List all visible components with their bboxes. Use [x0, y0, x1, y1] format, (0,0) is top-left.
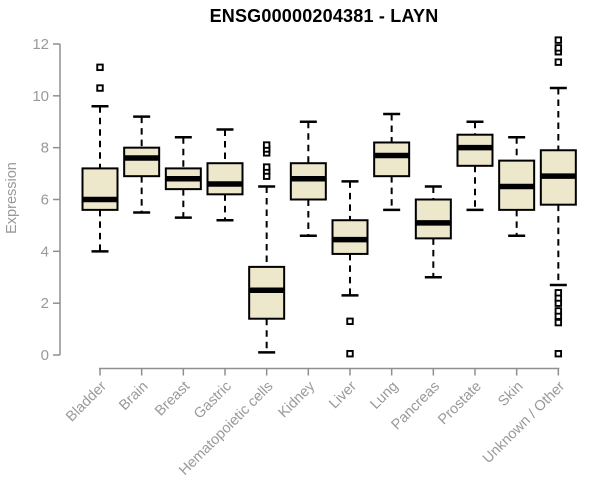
outlier-point — [262, 163, 271, 171]
outlier-point — [554, 289, 563, 297]
x-category-label: Brain — [116, 379, 151, 414]
x-category-label: Kidney — [275, 378, 318, 421]
iqr-box — [206, 162, 244, 196]
x-category-label: Skin — [495, 379, 526, 410]
x-category-label: Breast — [152, 379, 193, 420]
y-tick-label: 0 — [41, 347, 49, 364]
iqr-box — [123, 146, 161, 178]
outlier-point — [554, 58, 563, 66]
y-tick-label: 2 — [41, 295, 49, 312]
x-category-label: Bladder — [63, 378, 110, 425]
outlier-point — [554, 36, 563, 44]
outlier-point — [554, 307, 563, 315]
outlier-point — [262, 141, 271, 149]
x-category-label: Liver — [326, 378, 360, 412]
outlier-point — [96, 63, 104, 72]
outlier-point — [554, 44, 563, 52]
x-category-label: Lung — [367, 379, 401, 413]
iqr-box — [414, 198, 452, 240]
outlier-point — [96, 84, 104, 92]
outlier-point — [554, 318, 563, 327]
outlier-point — [554, 350, 563, 358]
y-tick-label: 6 — [41, 192, 49, 209]
iqr-box — [373, 141, 411, 178]
y-tick-label: 10 — [32, 88, 49, 105]
outlier-point — [346, 317, 354, 326]
iqr-box — [81, 167, 119, 211]
x-category-label: Prostate — [435, 379, 484, 428]
chart-title: ENSG00000204381 - LAYN — [209, 6, 439, 26]
y-tick-label: 8 — [41, 140, 49, 157]
y-tick-label: 12 — [32, 36, 49, 53]
y-tick-label: 4 — [41, 243, 49, 260]
outlier-point — [346, 350, 354, 358]
